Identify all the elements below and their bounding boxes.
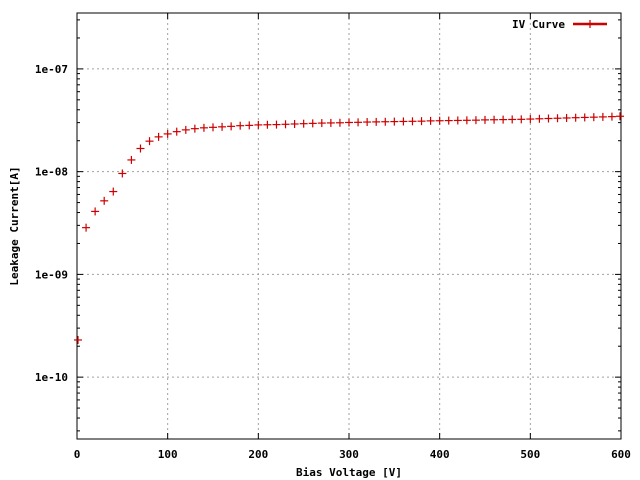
data-point xyxy=(390,117,399,126)
data-point xyxy=(453,116,462,125)
data-point xyxy=(299,119,308,128)
data-point xyxy=(408,117,417,126)
data-point xyxy=(227,122,236,131)
data-point xyxy=(616,112,624,121)
data-point xyxy=(281,120,290,129)
data-point xyxy=(100,196,109,205)
data-point xyxy=(508,115,517,124)
data-point xyxy=(598,112,607,121)
data-point xyxy=(245,121,254,130)
data-point xyxy=(544,114,553,123)
data-point xyxy=(290,119,299,128)
data-point xyxy=(109,187,118,196)
data-point xyxy=(553,114,562,123)
legend-point xyxy=(586,20,594,28)
y-tick-labels: 1e-10 1e-09 1e-08 1e-07 xyxy=(35,63,68,384)
data-point xyxy=(209,123,217,132)
x-axis-label: Bias Voltage [V] xyxy=(296,466,402,479)
data-point xyxy=(399,117,408,126)
data-point xyxy=(607,112,616,121)
grid xyxy=(77,13,621,439)
data-point xyxy=(272,120,281,129)
data-point xyxy=(435,116,444,125)
data-point xyxy=(145,137,154,146)
data-point xyxy=(345,118,353,127)
data-point xyxy=(354,118,363,127)
series-iv-curve xyxy=(74,112,624,344)
data-point xyxy=(181,125,190,134)
x-tick-label: 100 xyxy=(158,448,178,461)
x-tick-label: 500 xyxy=(520,448,540,461)
data-point xyxy=(444,116,453,125)
data-point xyxy=(118,169,127,178)
x-tick-labels: 0 100 200 300 400 500 600 xyxy=(74,448,631,461)
data-point xyxy=(517,115,526,124)
data-point xyxy=(308,119,317,128)
data-point xyxy=(381,117,390,126)
data-point xyxy=(426,116,435,125)
x-tick-label: 0 xyxy=(74,448,81,461)
data-point xyxy=(417,117,426,126)
data-point xyxy=(136,144,145,153)
y-tick-label: 1e-08 xyxy=(35,166,68,179)
data-point xyxy=(218,122,227,131)
data-point xyxy=(535,114,544,123)
data-point xyxy=(91,207,100,216)
data-point xyxy=(526,115,535,124)
data-point xyxy=(82,223,91,232)
data-point xyxy=(236,121,245,130)
data-point xyxy=(562,113,571,122)
data-point xyxy=(363,118,372,127)
data-point xyxy=(254,120,263,129)
plot-frame xyxy=(76,12,622,440)
data-point xyxy=(490,115,499,124)
data-point xyxy=(481,115,489,124)
y-tick-label: 1e-10 xyxy=(35,371,68,384)
data-point xyxy=(127,155,136,164)
data-point xyxy=(163,129,172,138)
data-point xyxy=(499,115,508,124)
data-point xyxy=(335,118,344,127)
data-point xyxy=(172,127,181,136)
data-point xyxy=(74,335,82,344)
data-point xyxy=(154,132,163,141)
x-tick-label: 300 xyxy=(339,448,359,461)
legend-marker xyxy=(586,20,594,28)
data-point xyxy=(580,113,589,122)
axis-ticks xyxy=(76,13,622,439)
legend-label: IV Curve xyxy=(512,18,565,31)
y-tick-label: 1e-09 xyxy=(35,268,68,281)
data-point xyxy=(471,116,480,125)
data-point xyxy=(199,123,208,132)
data-point xyxy=(372,117,381,126)
data-point xyxy=(462,116,471,125)
data-point xyxy=(326,118,335,127)
data-point xyxy=(263,120,272,129)
data-point xyxy=(589,113,598,122)
data-point xyxy=(190,124,199,133)
legend: IV Curve xyxy=(512,18,607,31)
x-tick-label: 200 xyxy=(248,448,268,461)
x-tick-label: 400 xyxy=(430,448,450,461)
data-point xyxy=(571,113,580,122)
data-point xyxy=(317,119,326,128)
x-tick-label: 600 xyxy=(611,448,631,461)
y-axis-label: Leakage Current[A] xyxy=(8,166,21,285)
y-tick-label: 1e-07 xyxy=(35,63,68,76)
